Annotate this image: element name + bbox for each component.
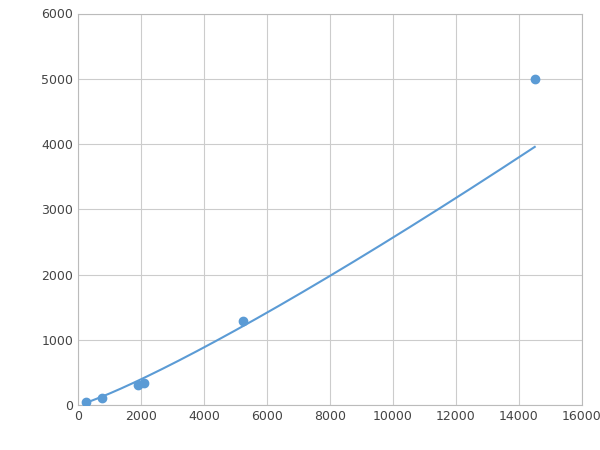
Point	[239, 318, 248, 325]
Point	[530, 75, 539, 82]
Point	[139, 379, 149, 387]
Point	[81, 398, 91, 405]
Point	[97, 395, 106, 402]
Point	[133, 382, 143, 389]
